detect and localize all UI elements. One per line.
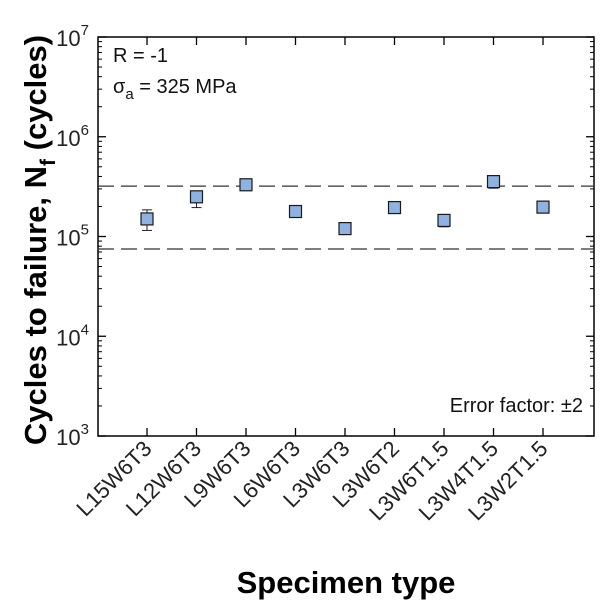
y-axis-title-unit: (cycles) <box>18 35 53 150</box>
y-axis-title: Cycles to failure, Nf (cycles) <box>18 35 60 445</box>
stress-subscript: a <box>125 86 134 103</box>
r-ratio-label: R = -1 <box>113 45 168 67</box>
y-tick-base: 10 <box>56 425 80 450</box>
reference-lines <box>98 185 594 250</box>
y-tick-exponent: 7 <box>81 22 89 39</box>
y-tick-base: 10 <box>56 26 80 51</box>
x-tick-labels: L15W6T3L12W6T3L9W6T3L6W6T3L3W6T3L3W6T2L3… <box>71 436 552 525</box>
y-tick-exponent: 3 <box>81 421 89 438</box>
y-axis-title-sub: f <box>37 158 60 166</box>
data-point <box>288 204 303 219</box>
y-tick-label: 104 <box>56 321 89 350</box>
data-point <box>338 222 352 236</box>
data-point <box>189 190 204 204</box>
y-tick-label: 106 <box>56 122 89 151</box>
data-point <box>536 200 550 214</box>
data-point <box>437 213 451 228</box>
y-tick-exponent: 4 <box>81 321 89 338</box>
y-tick-label: 107 <box>56 22 89 51</box>
data-point <box>387 200 402 215</box>
stress-value: = 325 MPa <box>134 76 238 98</box>
data-markers <box>140 175 550 236</box>
tick-marks <box>98 36 594 437</box>
y-tick-base: 10 <box>56 126 80 151</box>
stress-symbol: σ <box>113 76 126 98</box>
y-tick-exponent: 6 <box>81 122 89 139</box>
data-point <box>140 212 154 226</box>
stress-amplitude-label: σa = 325 MPa <box>113 76 237 103</box>
y-tick-base: 10 <box>56 226 80 251</box>
data-point <box>486 175 501 189</box>
y-tick-label: 103 <box>56 421 89 450</box>
y-tick-base: 10 <box>56 325 80 350</box>
data-point <box>239 178 253 192</box>
y-tick-exponent: 5 <box>81 222 89 239</box>
y-axis-title-main: Cycles to failure, N <box>18 166 53 445</box>
error-factor-label: Error factor: ±2 <box>450 395 583 417</box>
x-axis-title: Specimen type <box>237 565 456 600</box>
y-tick-label: 105 <box>56 222 89 251</box>
